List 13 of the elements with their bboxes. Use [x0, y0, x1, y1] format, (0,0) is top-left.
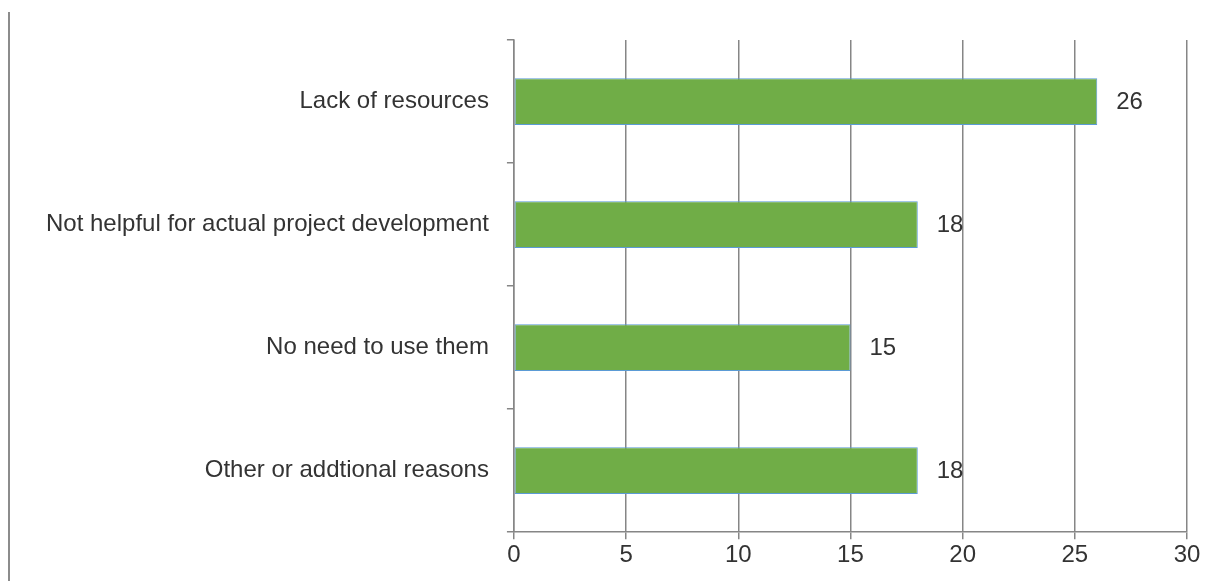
x-tick-label: 20 — [949, 540, 976, 568]
y-tick-label: Other or addtional reasons — [204, 455, 489, 483]
y-tick-label: Not helpful for actual project development — [46, 209, 490, 237]
x-tick-label: 0 — [507, 540, 521, 568]
x-tick-label: 30 — [1173, 540, 1201, 568]
data-label: 26 — [1116, 87, 1143, 115]
x-tick-label: 10 — [724, 540, 752, 568]
y-tick-label: Lack of resources — [299, 86, 489, 114]
x-tick-label: 25 — [1061, 540, 1089, 568]
y-tick-label: No need to use them — [266, 332, 489, 360]
data-label: 15 — [869, 333, 897, 361]
x-tick-label: 5 — [619, 540, 633, 568]
x-tick-label: 15 — [837, 540, 864, 568]
